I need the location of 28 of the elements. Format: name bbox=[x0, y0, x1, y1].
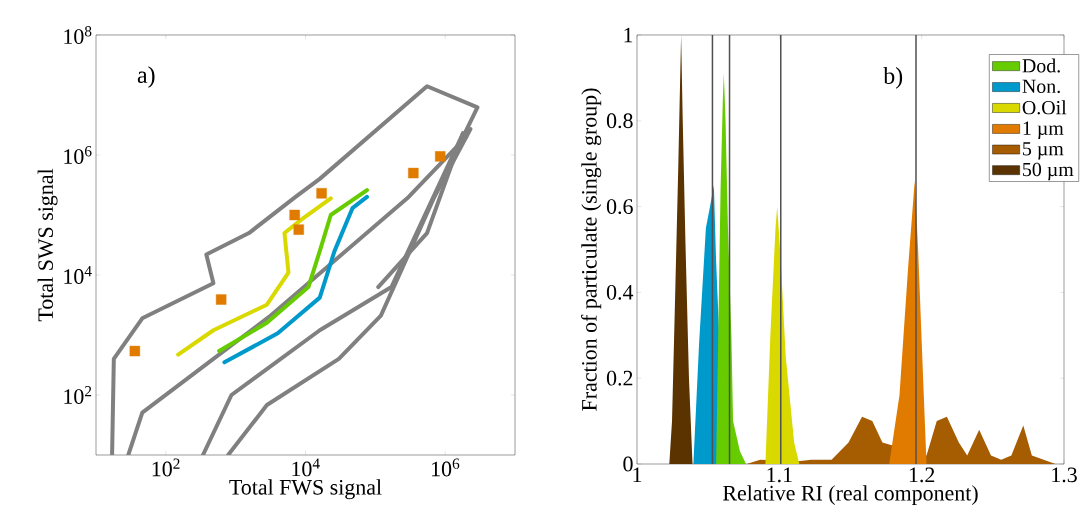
y-tick-label: 10$^{4}$ bbox=[64, 266, 92, 284]
legend-label: 5 µm bbox=[1023, 142, 1064, 160]
y-tick-label: 0.8 bbox=[606, 113, 633, 129]
legend-label: 1 µm bbox=[1023, 121, 1064, 140]
legend-label: Non. bbox=[1022, 79, 1060, 94]
x-tick-label: 10$^{2}$ bbox=[152, 458, 180, 477]
x-axis-title: Total FWS signal bbox=[229, 479, 382, 500]
annotation: a) bbox=[137, 66, 155, 88]
y-tick-label: 0.6 bbox=[606, 199, 633, 215]
y-tick-label: 10$^{2}$ bbox=[64, 386, 92, 404]
y-axis-title: Total SWS signal bbox=[37, 168, 58, 322]
x-tick-label: 1.1 bbox=[767, 467, 792, 483]
x-tick-label: 10$^{4}$ bbox=[292, 458, 320, 477]
y-tick-label: 1 bbox=[624, 27, 633, 43]
legend-label: 50 µm bbox=[1023, 162, 1074, 181]
y-tick-label: 0 bbox=[623, 456, 633, 472]
y-tick-label: 0.4 bbox=[606, 284, 634, 300]
annotation: b) bbox=[883, 67, 903, 89]
y-tick-label: 10$^{6}$ bbox=[64, 146, 92, 164]
x-tick-label: 1.2 bbox=[909, 467, 935, 483]
x-axis-title: Relative RI (real component) bbox=[723, 485, 978, 506]
y-tick-label: 0.2 bbox=[606, 370, 633, 386]
y-tick-label: 10$^{8}$ bbox=[64, 26, 92, 44]
legend-label: O.Oil bbox=[1022, 100, 1067, 115]
x-tick-label: 10$^{6}$ bbox=[432, 458, 460, 477]
x-tick-label: 1.3 bbox=[1052, 467, 1077, 483]
legend-label: Dod. bbox=[1022, 58, 1060, 73]
y-axis-title: Fraction of particulate (single group) bbox=[581, 88, 602, 411]
